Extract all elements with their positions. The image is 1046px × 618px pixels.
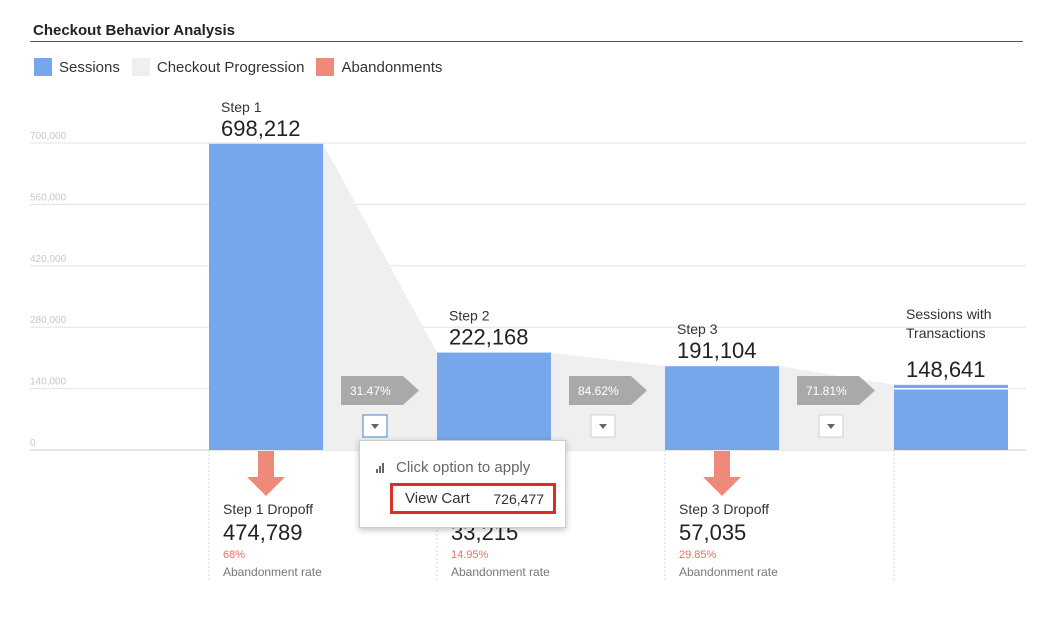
progression-rate-arrow [569,376,647,405]
chevron-down-icon [827,424,835,429]
view-cart-option-label: View Cart [405,490,470,507]
legend-swatch-checkout-progression [131,58,150,76]
view-cart-option[interactable]: View Cart 726,477 [390,483,556,514]
legend-label-sessions: Sessions [59,58,120,76]
y-tick-label: 140,000 [30,377,67,388]
abandonment-rate-label: Abandonment rate [679,565,778,579]
y-tick-label: 700,000 [30,131,67,142]
y-tick-label: 560,000 [30,192,67,203]
bar-1 [209,143,323,450]
abandonment-rate-value: 29.85% [679,549,717,561]
view-cart-option-value: 726,477 [493,490,544,507]
legend-label-abandonments: Abandonments [341,58,443,76]
legend-swatch-abandonments [316,58,335,76]
bar-4 [894,384,1008,450]
abandonment-rate-label: Abandonment rate [223,565,322,579]
dropoff-arrow-shaft [714,451,730,477]
y-tick-label: 280,000 [30,315,67,326]
dropoff-label: Step 3 Dropoff [679,501,769,517]
progression-rate: 84.62% [578,384,619,398]
chart-title: Checkout Behavior Analysis [33,22,236,39]
legend-label-checkout-progression: Checkout Progression [156,58,305,76]
step-label-final-line1: Sessions with [906,306,992,322]
progression-rate-arrow [797,376,875,405]
legend-swatch-sessions [34,58,52,76]
popup-hint-text: Click option to apply [396,459,531,476]
progression-rate: 71.81% [806,384,847,398]
step-value-2: 222,168 [449,325,529,350]
legend-item-checkout-progression[interactable]: Checkout Progression [131,58,305,76]
chevron-down-icon [599,424,607,429]
abandonment-rate-value: 68% [223,549,245,561]
dropoff-arrow-head [247,477,285,496]
progression-rate-arrow [341,376,419,405]
legend-item-sessions[interactable]: Sessions [34,58,120,76]
legend: Sessions Checkout Progression Abandonmen… [34,56,454,78]
title-divider [30,41,1023,42]
dropoff-value: 474,789 [223,520,303,545]
step-label-3: Step 3 [677,321,718,337]
y-tick-label: 0 [30,438,36,449]
abandonment-rate-value: 14.95% [451,549,489,561]
step-label-1: Step 1 [221,99,262,115]
abandonment-rate-label: Abandonment rate [451,565,550,579]
progression-rate: 31.47% [350,384,391,398]
bar-3 [665,366,779,450]
segment-options-popup: Click option to apply View Cart 726,477 [359,440,566,528]
bar-chart-icon [376,462,384,473]
y-tick-label: 420,000 [30,254,67,265]
dropoff-value: 57,035 [679,520,746,545]
dropoff-label: Step 1 Dropoff [223,501,313,517]
dropoff-arrow-head [703,477,741,496]
popup-hint: Click option to apply [376,459,530,476]
bar-2 [437,352,551,450]
step-value-1: 698,212 [221,116,301,141]
step-label-final-line2: Transactions [906,325,986,341]
step-value-4: 148,641 [906,357,986,382]
chevron-down-icon [371,424,379,429]
step-value-3: 191,104 [677,338,757,363]
legend-item-abandonments[interactable]: Abandonments [316,58,442,76]
dropoff-arrow-shaft [258,451,274,477]
progression-area [323,143,437,450]
step-label-2: Step 2 [449,308,490,324]
